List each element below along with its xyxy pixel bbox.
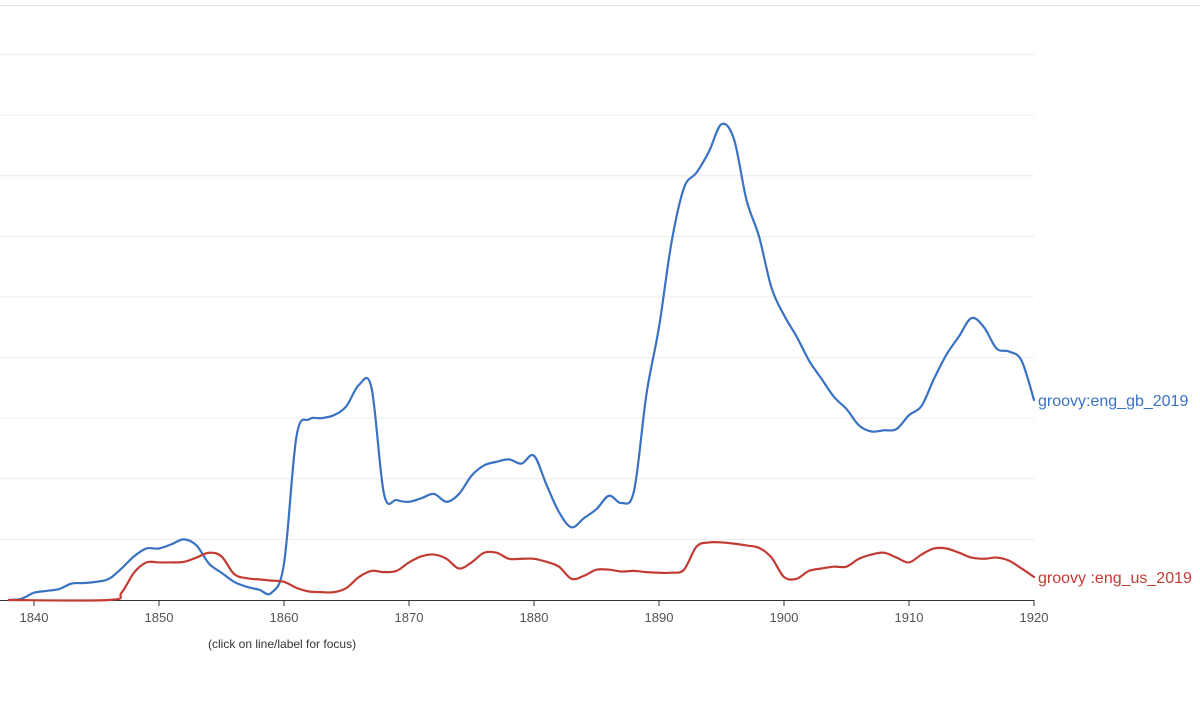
series-line-eng-gb[interactable] [7,122,1036,602]
x-tick-label: 1880 [520,610,549,625]
x-tick-label: 1870 [395,610,424,625]
x-tick-label: 1840 [20,610,49,625]
x-tick-label: 1920 [1020,610,1049,625]
x-tick-label: 1900 [770,610,799,625]
x-tick-label: 1890 [645,610,674,625]
horizontal-gridlines [0,53,1034,540]
x-tick-label: 1910 [895,610,924,625]
x-axis-ticks: 1840 1850 1860 1870 1880 1890 1900 1910 1920 [20,600,1049,625]
series-label-eng-us[interactable]: groovy :eng_us_2019 [1038,570,1192,587]
x-tick-label: 1860 [270,610,299,625]
series-label-eng-gb[interactable]: groovy:eng_gb_2019 [1038,393,1188,410]
focus-hint-text: (click on line/label for focus) [208,637,357,651]
x-tick-label: 1850 [145,610,174,625]
series-lines [7,122,1036,602]
series-line-eng-us[interactable] [7,540,1036,602]
